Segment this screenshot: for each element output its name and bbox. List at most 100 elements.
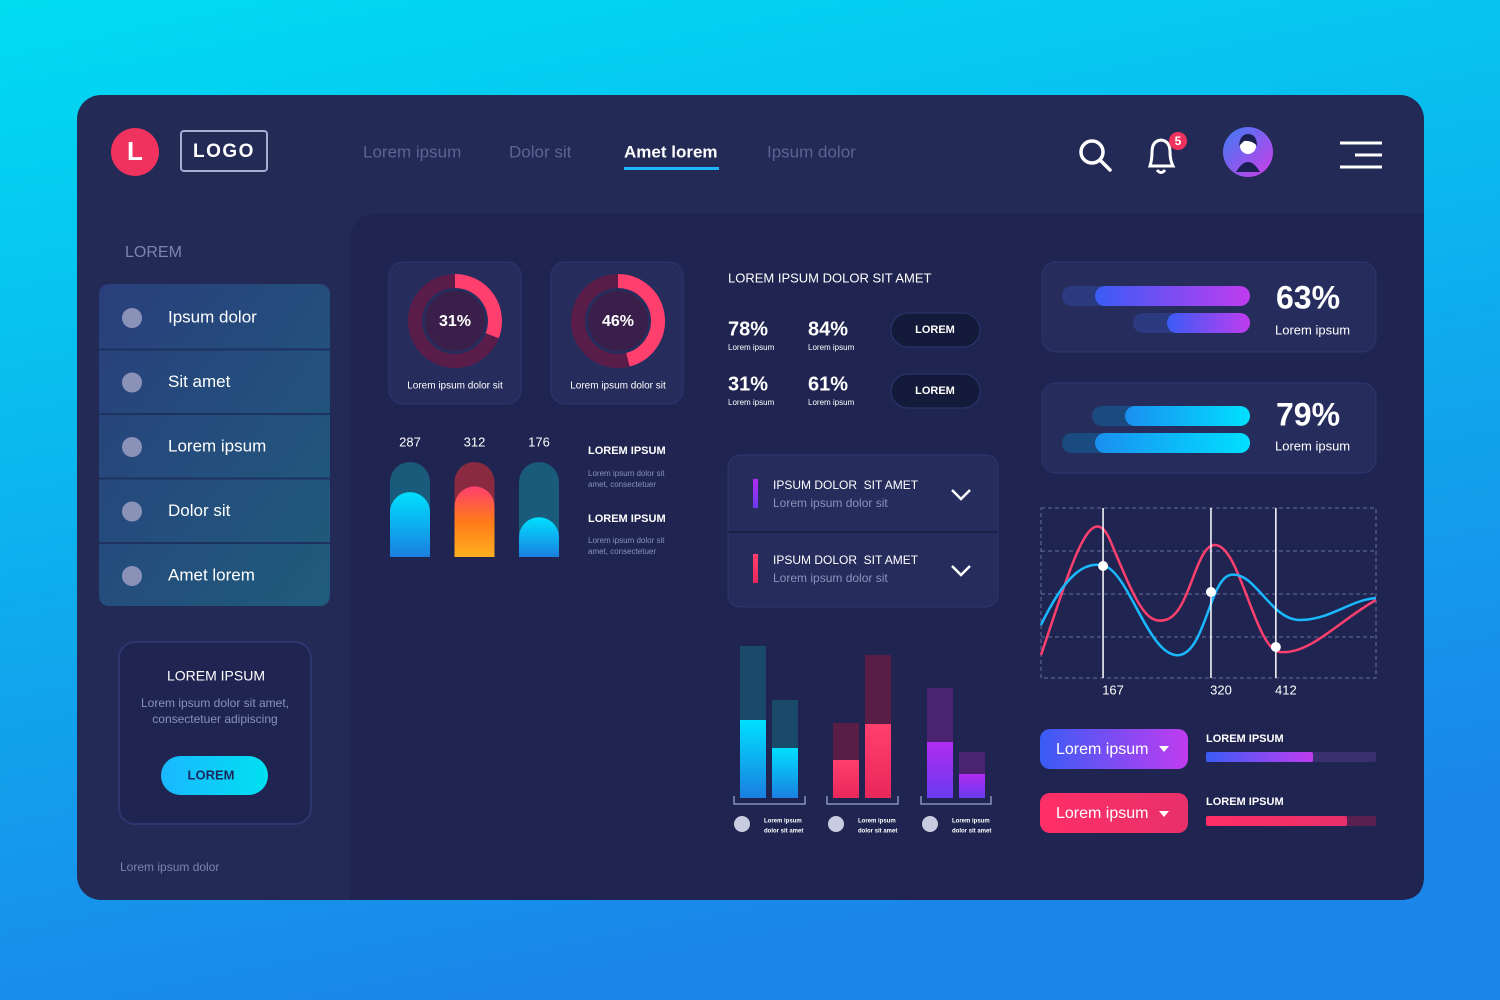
donut-arc (454, 274, 502, 339)
menu-item[interactable]: Amet lorem (168, 565, 255, 584)
kpi-bar (1095, 433, 1250, 453)
kpi-bar (1125, 406, 1250, 426)
marker-label: 412 (1275, 682, 1297, 697)
caret[interactable] (1159, 811, 1169, 817)
stat-button-label[interactable]: LOREM (915, 324, 955, 336)
donut-center (588, 291, 648, 351)
dropdown[interactable] (1040, 793, 1188, 833)
stat-value: 31% (728, 373, 768, 395)
grouped-bars (733, 646, 992, 832)
sidebar-menu (99, 284, 330, 606)
dropdown[interactable] (1040, 729, 1188, 769)
promo-title: LOREM IPSUM (167, 668, 265, 684)
accordion-subtitle: Lorem ipsum dolor sit (773, 496, 888, 510)
menu-icon (122, 437, 142, 457)
wave-line (1039, 525, 1377, 656)
menu-icon[interactable] (1340, 141, 1382, 169)
progress-label: LOREM IPSUM (1206, 796, 1284, 808)
note-title: LOREM IPSUM (588, 513, 666, 525)
sidebar-heading: LOREM (125, 244, 182, 261)
accent (753, 479, 758, 508)
accordion-title[interactable]: IPSUM DOLOR SIT AMET (773, 553, 919, 567)
donut-center (425, 291, 485, 351)
progress-bar (1206, 752, 1313, 762)
stat-button[interactable] (890, 312, 981, 348)
footer-text: Lorem ipsum dolor (120, 860, 219, 874)
promo-text: consectetuer adipiscing (152, 712, 277, 726)
search-icon[interactable] (1079, 139, 1112, 172)
stat-value: 78% (728, 318, 768, 340)
bar-value: 312 (464, 434, 486, 449)
promo-text: Lorem ipsum dolor sit amet, (141, 696, 289, 710)
nav-link[interactable]: Dolor sit (509, 142, 572, 161)
logo-badge (111, 128, 159, 176)
wave-frame (1040, 507, 1377, 679)
bar-value: 176 (528, 434, 550, 449)
marker-label: 167 (1102, 682, 1124, 697)
kpi-value: 79% (1276, 396, 1340, 432)
logo-text: LOGO (193, 141, 255, 162)
stat-button-label[interactable]: LOREM (915, 385, 955, 397)
nav-link-active[interactable]: Amet lorem (624, 142, 718, 161)
marker-label: 320 (1210, 682, 1232, 697)
donut-caption: Lorem ipsum dolor sit (570, 381, 666, 392)
nav-link[interactable]: Lorem ipsum (363, 142, 461, 161)
avatar[interactable] (1223, 127, 1273, 177)
icon-label: Lorem ipsum (764, 819, 802, 825)
progress-label: LOREM IPSUM (1206, 733, 1284, 745)
kpi-card (1041, 261, 1377, 353)
dropdown-label[interactable]: Lorem ipsum (1056, 741, 1148, 758)
kpi-bar (1095, 286, 1250, 306)
donut-value: 31% (439, 313, 471, 330)
accordion-title[interactable]: IPSUM DOLOR SIT AMET (773, 478, 919, 492)
logo-initial: L (127, 136, 143, 166)
dropdown-label[interactable]: Lorem ipsum (1056, 805, 1148, 822)
bell-icon[interactable] (1147, 138, 1176, 174)
menu-icon (122, 308, 142, 328)
nav-link[interactable]: Ipsum dolor (767, 142, 856, 161)
chevron[interactable] (951, 565, 971, 577)
menu-icon (122, 566, 142, 586)
note-text: Lorem ipsum dolor sit (588, 536, 665, 545)
caret[interactable] (1159, 746, 1169, 752)
marker-point (1098, 561, 1109, 571)
progress-bar (1206, 816, 1347, 826)
logo-box (180, 130, 268, 172)
stat-value: 84% (808, 318, 848, 340)
notification-count: 5 (1175, 134, 1182, 148)
note-text: Lorem ipsum dolor sit (588, 469, 665, 478)
bar (519, 517, 559, 557)
chevron[interactable] (951, 489, 971, 501)
note-title: LOREM IPSUM (588, 445, 666, 457)
icon-label: Lorem ipsum (858, 819, 896, 825)
menu-icon (122, 372, 142, 393)
bar (390, 492, 430, 557)
icon-label: Lorem ipsum (952, 819, 990, 825)
kpi-label: Lorem ipsum (1275, 322, 1350, 337)
menu-item[interactable]: Sit amet (168, 372, 231, 391)
promo-button[interactable] (161, 756, 268, 795)
promo-button-label[interactable]: LOREM (188, 767, 235, 782)
marker-point (1205, 587, 1216, 597)
stat-label: Lorem ipsum (728, 343, 775, 352)
icon-label: dolor sit amet (764, 829, 803, 835)
stat-button[interactable] (890, 373, 981, 409)
donut-caption: Lorem ipsum dolor sit (407, 381, 503, 392)
kpi-bar (1167, 313, 1250, 333)
menu-item[interactable]: Dolor sit (168, 501, 231, 520)
nav-underline (624, 167, 719, 170)
accent (753, 554, 758, 583)
stat-label: Lorem ipsum (728, 398, 775, 407)
bar (454, 486, 495, 557)
icon-label: dolor sit amet (952, 829, 991, 835)
donut-value: 46% (602, 313, 634, 330)
menu-item[interactable]: Lorem ipsum (168, 436, 266, 455)
donut-arc (617, 274, 665, 367)
stats-title: LOREM IPSUM DOLOR SIT AMET (728, 270, 932, 285)
menu-icon (122, 501, 142, 522)
stat-value: 61% (808, 373, 848, 395)
menu-item[interactable]: Ipsum dolor (168, 307, 257, 326)
bar-value: 287 (399, 434, 421, 449)
accordion-subtitle: Lorem ipsum dolor sit (773, 571, 888, 585)
